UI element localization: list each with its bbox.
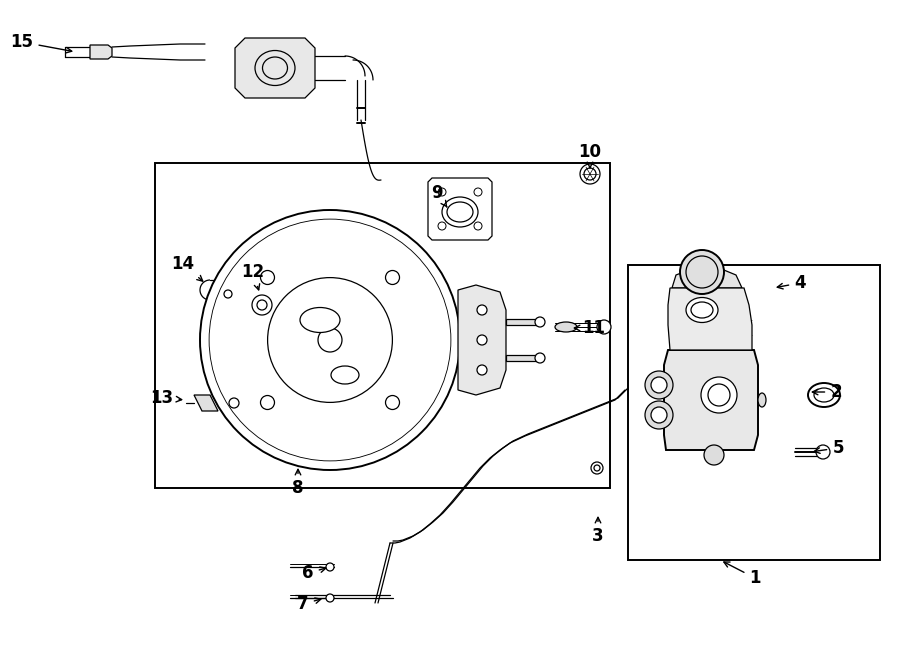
Ellipse shape [555, 322, 577, 332]
Ellipse shape [442, 197, 478, 227]
Text: 13: 13 [150, 389, 182, 407]
Circle shape [267, 277, 392, 402]
Circle shape [224, 290, 232, 298]
Circle shape [816, 445, 830, 459]
Circle shape [474, 222, 482, 230]
Polygon shape [194, 395, 218, 411]
Polygon shape [506, 319, 538, 325]
Text: 3: 3 [592, 517, 604, 545]
Circle shape [385, 395, 400, 410]
Circle shape [385, 271, 400, 285]
Polygon shape [664, 350, 758, 450]
Circle shape [708, 384, 730, 406]
Circle shape [651, 407, 667, 423]
Ellipse shape [331, 366, 359, 384]
Ellipse shape [447, 202, 473, 222]
Circle shape [326, 594, 334, 602]
Polygon shape [428, 178, 492, 240]
Circle shape [645, 401, 673, 429]
Circle shape [591, 462, 603, 474]
Text: 8: 8 [292, 469, 304, 497]
Text: 14: 14 [171, 255, 202, 281]
Circle shape [477, 305, 487, 315]
Circle shape [680, 250, 724, 294]
Bar [155, 163, 610, 488]
Circle shape [584, 168, 596, 180]
Text: 5: 5 [814, 439, 844, 457]
Ellipse shape [686, 297, 718, 322]
Polygon shape [506, 355, 538, 361]
Ellipse shape [758, 393, 766, 407]
Circle shape [535, 317, 545, 327]
Text: 10: 10 [579, 143, 601, 167]
Circle shape [701, 377, 737, 413]
Ellipse shape [300, 308, 340, 332]
Text: 4: 4 [778, 274, 806, 292]
Text: 6: 6 [302, 564, 326, 582]
Circle shape [318, 328, 342, 352]
Text: 2: 2 [813, 383, 842, 401]
Circle shape [477, 335, 487, 345]
Circle shape [438, 188, 446, 196]
Text: 9: 9 [431, 184, 447, 207]
Circle shape [438, 222, 446, 230]
Circle shape [229, 398, 239, 408]
Bar [628, 265, 880, 560]
Polygon shape [668, 288, 752, 350]
Circle shape [260, 395, 274, 410]
Circle shape [209, 219, 451, 461]
Circle shape [477, 365, 487, 375]
Polygon shape [672, 268, 742, 288]
Text: 7: 7 [297, 595, 320, 613]
Circle shape [594, 465, 600, 471]
Ellipse shape [691, 302, 713, 318]
Text: 12: 12 [241, 263, 265, 290]
Circle shape [651, 377, 667, 393]
Text: 11: 11 [574, 319, 606, 337]
Text: 1: 1 [724, 562, 760, 587]
Circle shape [260, 271, 274, 285]
Circle shape [704, 445, 724, 465]
Circle shape [200, 210, 460, 470]
Circle shape [580, 164, 600, 184]
Polygon shape [90, 45, 112, 59]
Circle shape [645, 371, 673, 399]
Polygon shape [235, 38, 315, 98]
Text: 15: 15 [11, 33, 72, 53]
Polygon shape [458, 285, 506, 395]
Circle shape [326, 563, 334, 571]
Circle shape [597, 320, 611, 334]
Circle shape [686, 256, 718, 288]
Circle shape [474, 188, 482, 196]
Circle shape [535, 353, 545, 363]
